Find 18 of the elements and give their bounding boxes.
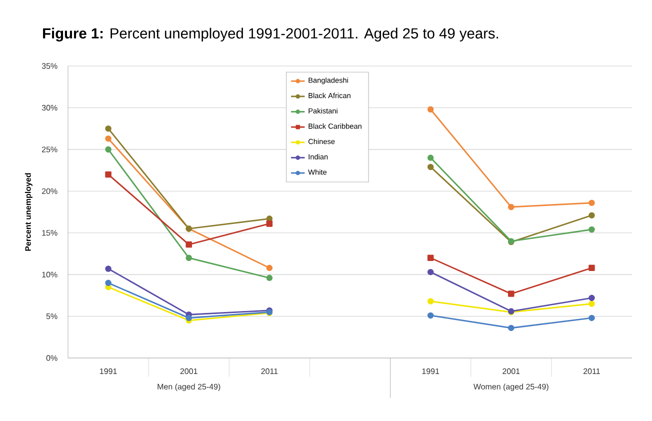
x-tick-label: 2011 — [584, 368, 600, 374]
x-tick-label: 2001 — [180, 368, 198, 374]
y-tick-label: 20% — [42, 188, 58, 194]
y-axis-title: Percent unemployed — [24, 173, 32, 251]
y-tick-label: 15% — [42, 230, 58, 236]
y-tick-label: 10% — [42, 272, 58, 278]
text: Men (aged 25-49) — [158, 384, 220, 392]
x-tick-label: 2011 — [261, 368, 278, 374]
x-tick-label: 1991 — [100, 368, 117, 374]
y-tick-label: 0% — [46, 355, 58, 361]
y-tick-label: 35% — [42, 63, 58, 69]
y-tick-label: 5% — [46, 313, 58, 320]
y-tick-label: 30% — [42, 104, 58, 111]
text: Women (aged 25-49) — [473, 384, 548, 392]
x-tick-label: 2001 — [502, 368, 520, 374]
chart-title: Figure 1: Percent unemployed 1991-2001-2011. Aged 25 to 49 years. — [43, 28, 498, 42]
x-tick-label: 1991 — [422, 368, 440, 374]
y-tick-label: 25% — [42, 146, 58, 152]
